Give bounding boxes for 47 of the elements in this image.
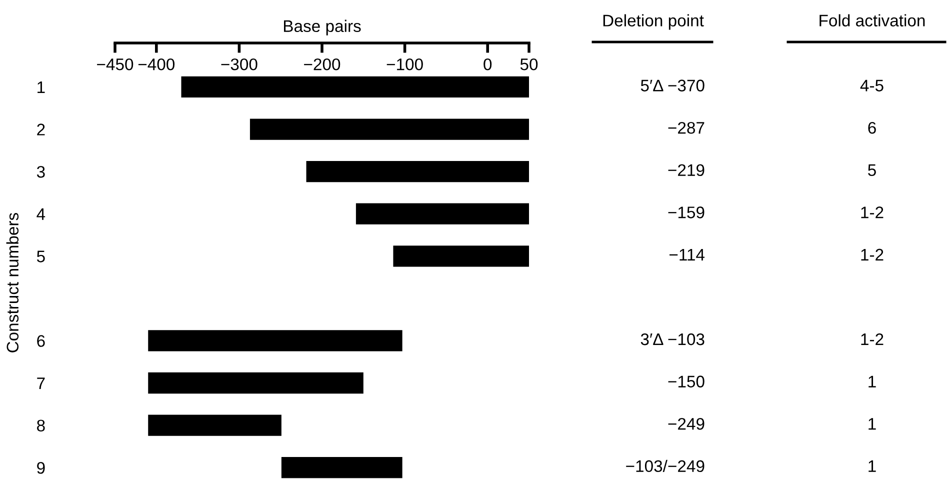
y-tick-label: 5 xyxy=(36,250,45,262)
bar xyxy=(281,457,402,478)
bar xyxy=(306,160,529,182)
bar xyxy=(393,246,529,267)
text: 3′Δ −103 xyxy=(640,333,704,346)
text: Fold activation xyxy=(820,14,925,26)
text: 1-2 xyxy=(861,248,884,260)
text: 1-2 xyxy=(861,333,884,346)
text: 5′Δ −370 xyxy=(640,80,704,92)
y-tick-label: 7 xyxy=(37,378,45,390)
text: 1 xyxy=(868,418,876,430)
bar xyxy=(148,330,402,352)
x-axis-title: Base pairs xyxy=(284,20,361,36)
y-tick-label: 8 xyxy=(37,420,45,432)
text: −249 xyxy=(668,418,704,430)
text: −103/−249 xyxy=(626,460,704,472)
text: −114 xyxy=(670,248,705,260)
y-tick-label: 4 xyxy=(36,208,46,220)
text: 1 xyxy=(868,460,876,472)
x-tick-label: 50 xyxy=(520,58,538,70)
y-tick-label: 3 xyxy=(36,166,45,178)
bar xyxy=(356,203,529,224)
x-tick-label: −400 xyxy=(138,58,175,70)
text: 4-5 xyxy=(860,80,884,92)
x-tick-label: −300 xyxy=(221,58,258,70)
text: −150 xyxy=(668,376,704,388)
bar xyxy=(148,414,282,436)
text: 6 xyxy=(868,122,876,134)
y-tick-label: 1 xyxy=(38,82,45,94)
bar xyxy=(148,372,364,394)
text: Deletion point xyxy=(603,14,704,30)
text: −219 xyxy=(668,164,704,176)
y-tick-label: 6 xyxy=(37,335,45,347)
text: 1 xyxy=(868,376,876,388)
x-tick-label: −200 xyxy=(304,58,340,70)
y-tick-label: 2 xyxy=(37,124,45,136)
y-tick-label: 9 xyxy=(37,462,45,474)
text: 1-2 xyxy=(861,206,884,218)
x-tick-label: 0 xyxy=(484,58,492,70)
bar xyxy=(181,76,529,98)
y-axis-title: Construct numbers xyxy=(6,213,19,352)
text: 5 xyxy=(868,164,876,176)
text: −159 xyxy=(668,206,704,218)
x-tick-label: −100 xyxy=(386,58,423,70)
text: −287 xyxy=(668,122,704,134)
x-tick-label: −450 xyxy=(97,58,134,70)
bar xyxy=(250,118,529,140)
